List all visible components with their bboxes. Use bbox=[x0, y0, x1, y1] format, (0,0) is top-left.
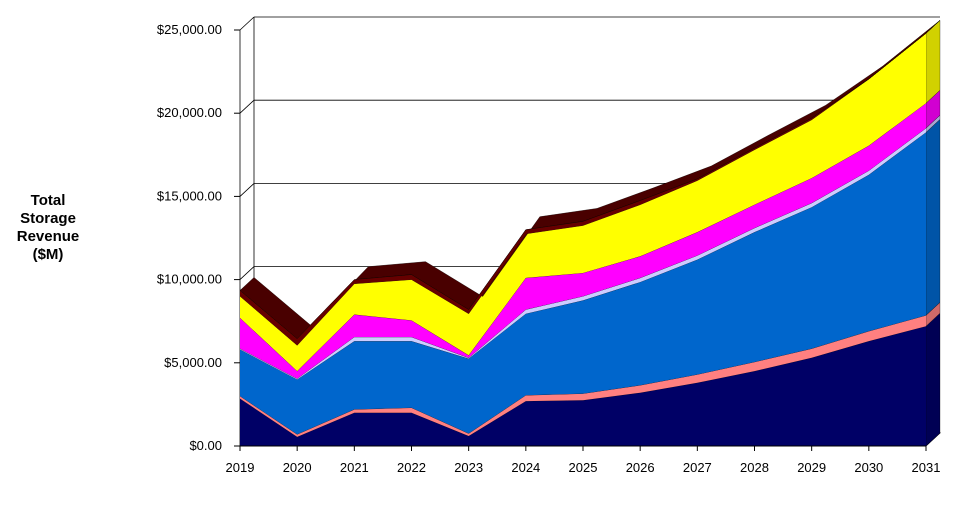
x-tick-label: 2029 bbox=[797, 460, 826, 475]
series-3-end-cap bbox=[925, 118, 941, 316]
x-tick-label: 2021 bbox=[340, 460, 369, 475]
series-7-end-cap bbox=[925, 20, 941, 34]
y-tick-label: $10,000.00 bbox=[157, 272, 222, 287]
gridline-side bbox=[239, 266, 255, 280]
y-axis-label: Total Storage Revenue ($M) bbox=[0, 192, 96, 264]
x-tick-label: 2027 bbox=[683, 460, 712, 475]
series-1-end-cap bbox=[925, 312, 941, 447]
x-tick-label: 2019 bbox=[226, 460, 255, 475]
x-tick-label: 2030 bbox=[854, 460, 883, 475]
y-tick-label: $20,000.00 bbox=[157, 105, 222, 120]
gridline-side bbox=[239, 16, 255, 31]
x-tick-label: 2024 bbox=[511, 460, 540, 475]
x-tick-label: 2028 bbox=[740, 460, 769, 475]
x-tick-label: 2022 bbox=[397, 460, 426, 475]
gridline-side bbox=[239, 99, 255, 114]
x-tick-label: 2031 bbox=[912, 460, 941, 475]
x-tick-label: 2026 bbox=[626, 460, 655, 475]
x-tick-label: 2020 bbox=[283, 460, 312, 475]
series-6-area bbox=[240, 33, 926, 372]
x-tick-label: 2025 bbox=[569, 460, 598, 475]
series-6-end-cap bbox=[925, 19, 941, 104]
x-tick-label: 2023 bbox=[454, 460, 483, 475]
series-1-area bbox=[240, 326, 926, 446]
series-3-area bbox=[240, 132, 926, 435]
y-axis-label-line-3: Revenue bbox=[16, 228, 80, 245]
y-axis-label-line-4: ($M) bbox=[32, 246, 64, 263]
y-tick-label: $15,000.00 bbox=[157, 188, 222, 203]
y-axis-label-line-1: Total bbox=[30, 192, 66, 209]
gridline-side bbox=[239, 183, 255, 197]
y-axis-label-line-2: Storage bbox=[20, 210, 76, 227]
series-7-edge bbox=[239, 33, 927, 339]
y-tick-label: $0.00 bbox=[189, 438, 222, 453]
y-tick-label: $25,000.00 bbox=[157, 22, 222, 37]
y-tick-label: $5,000.00 bbox=[164, 355, 222, 370]
